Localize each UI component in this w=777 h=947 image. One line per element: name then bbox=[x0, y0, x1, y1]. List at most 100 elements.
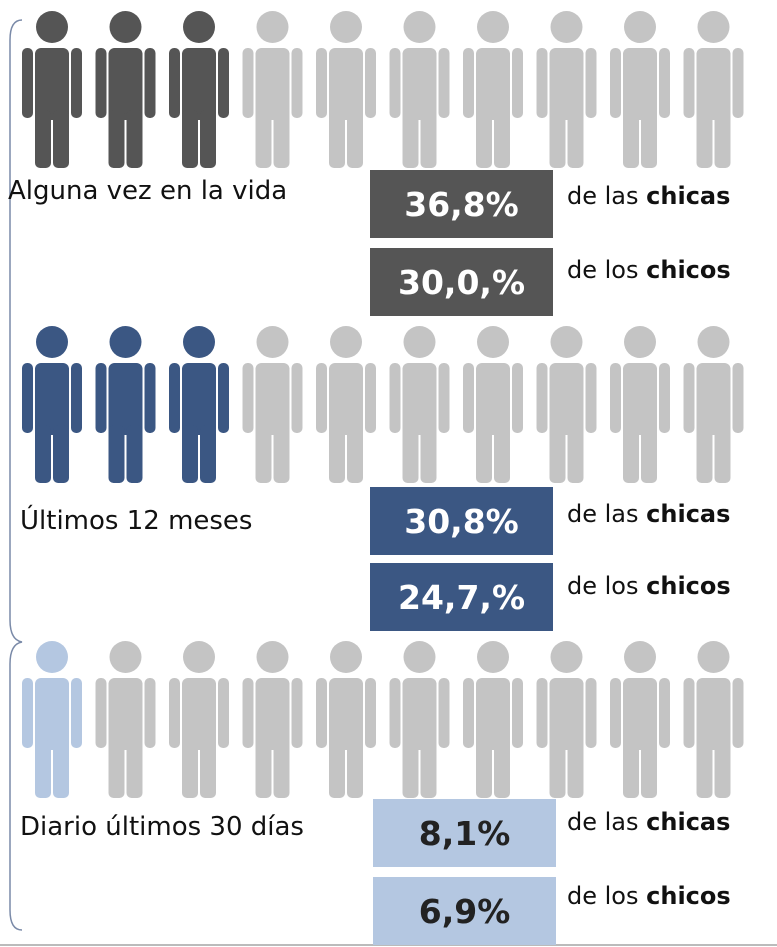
person-icon bbox=[22, 11, 82, 168]
person-icon bbox=[316, 641, 376, 798]
leg bbox=[567, 740, 584, 798]
arm bbox=[316, 363, 327, 433]
person-icon bbox=[536, 641, 597, 798]
arm bbox=[144, 363, 156, 433]
torso bbox=[549, 48, 584, 120]
note-group: chicas bbox=[646, 808, 731, 836]
person-icon bbox=[95, 11, 156, 168]
arm bbox=[610, 48, 621, 118]
leg bbox=[420, 110, 437, 168]
leg bbox=[35, 425, 51, 483]
leg bbox=[126, 425, 143, 483]
head bbox=[330, 641, 362, 673]
head bbox=[330, 11, 362, 43]
head bbox=[403, 641, 436, 673]
arm bbox=[144, 48, 156, 118]
head bbox=[109, 326, 142, 358]
arm bbox=[22, 48, 33, 118]
value-box: 24,7,% bbox=[370, 563, 553, 631]
leg bbox=[476, 425, 492, 483]
arm bbox=[463, 363, 474, 433]
arm bbox=[389, 363, 401, 433]
leg bbox=[476, 110, 492, 168]
person-icon bbox=[95, 326, 156, 483]
arm bbox=[512, 48, 523, 118]
arm bbox=[71, 678, 82, 748]
person-icon bbox=[242, 641, 303, 798]
arm bbox=[169, 48, 180, 118]
leg bbox=[549, 425, 566, 483]
arm bbox=[95, 363, 107, 433]
leg bbox=[494, 425, 510, 483]
leg bbox=[567, 425, 584, 483]
torso bbox=[696, 678, 731, 750]
arm bbox=[512, 678, 523, 748]
head bbox=[109, 11, 142, 43]
torso bbox=[549, 678, 584, 750]
person-icon bbox=[389, 11, 450, 168]
leg bbox=[200, 740, 216, 798]
head bbox=[183, 326, 215, 358]
torso bbox=[402, 48, 437, 120]
arm bbox=[218, 678, 229, 748]
leg bbox=[329, 425, 345, 483]
arm bbox=[71, 363, 82, 433]
arm bbox=[169, 363, 180, 433]
arm bbox=[536, 678, 548, 748]
group-note: de las chicas bbox=[567, 808, 730, 836]
leg bbox=[182, 740, 198, 798]
person-icon bbox=[169, 641, 229, 798]
leg bbox=[255, 425, 272, 483]
person-icon bbox=[389, 641, 450, 798]
arm bbox=[659, 48, 670, 118]
arm bbox=[512, 363, 523, 433]
head bbox=[550, 11, 583, 43]
person-icon bbox=[610, 326, 670, 483]
value-box: 30,8% bbox=[370, 487, 553, 555]
value-box: 8,1% bbox=[373, 799, 556, 867]
head bbox=[403, 11, 436, 43]
group-note: de los chicos bbox=[567, 572, 731, 600]
leg bbox=[402, 110, 419, 168]
arm bbox=[218, 48, 229, 118]
torso bbox=[108, 363, 143, 435]
arm bbox=[144, 678, 156, 748]
arm bbox=[610, 678, 621, 748]
person-icon bbox=[22, 641, 82, 798]
person-icon bbox=[683, 11, 744, 168]
leg bbox=[255, 110, 272, 168]
arm bbox=[659, 678, 670, 748]
person-icon bbox=[610, 11, 670, 168]
head bbox=[697, 641, 730, 673]
value-box: 36,8% bbox=[370, 170, 553, 238]
leg bbox=[402, 740, 419, 798]
leg bbox=[696, 740, 713, 798]
group-note: de los chicos bbox=[567, 882, 731, 910]
leg bbox=[623, 740, 639, 798]
torso bbox=[402, 363, 437, 435]
note-prefix: de los bbox=[567, 882, 639, 910]
torso bbox=[255, 48, 290, 120]
note-group: chicos bbox=[646, 572, 731, 600]
head bbox=[256, 641, 289, 673]
person-icon bbox=[463, 11, 523, 168]
torso bbox=[329, 363, 363, 435]
torso bbox=[402, 678, 437, 750]
head bbox=[624, 641, 656, 673]
leg bbox=[108, 110, 125, 168]
leg bbox=[273, 740, 290, 798]
arm bbox=[585, 678, 597, 748]
note-group: chicas bbox=[646, 500, 731, 528]
torso bbox=[108, 678, 143, 750]
arm bbox=[242, 48, 254, 118]
person-icon bbox=[536, 326, 597, 483]
torso bbox=[623, 48, 657, 120]
leg bbox=[567, 110, 584, 168]
leg bbox=[476, 740, 492, 798]
leg bbox=[329, 740, 345, 798]
torso bbox=[476, 678, 510, 750]
arm bbox=[463, 48, 474, 118]
person-icon bbox=[242, 326, 303, 483]
